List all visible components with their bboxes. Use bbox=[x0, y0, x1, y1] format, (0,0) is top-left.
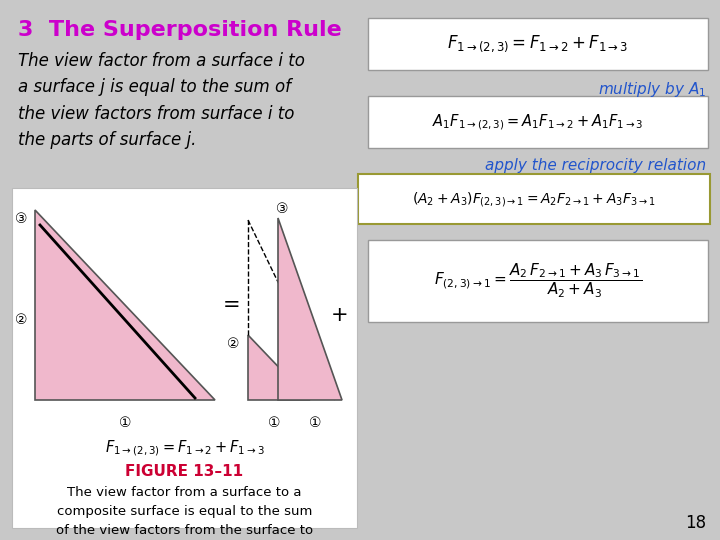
Polygon shape bbox=[278, 218, 342, 400]
Text: ①: ① bbox=[119, 416, 131, 430]
Text: The view factor from a surface to a
composite surface is equal to the sum
of the: The view factor from a surface to a comp… bbox=[56, 486, 313, 540]
Text: +: + bbox=[331, 305, 348, 325]
Bar bbox=[368, 96, 708, 148]
Text: ①: ① bbox=[309, 416, 321, 430]
Text: ①: ① bbox=[268, 416, 280, 430]
Polygon shape bbox=[248, 335, 310, 400]
Text: $F_{(2,3)\rightarrow 1}=\dfrac{A_2\,F_{2\rightarrow 1}+A_3\,F_{3\rightarrow 1}}{: $F_{(2,3)\rightarrow 1}=\dfrac{A_2\,F_{2… bbox=[434, 262, 642, 300]
Text: apply the reciprocity relation: apply the reciprocity relation bbox=[485, 158, 706, 173]
Text: multiply by $A_1$: multiply by $A_1$ bbox=[598, 80, 706, 99]
Polygon shape bbox=[35, 210, 215, 400]
Text: 18: 18 bbox=[685, 514, 706, 532]
Bar bbox=[368, 18, 708, 70]
Bar bbox=[368, 240, 708, 322]
Text: $(A_2+A_3)F_{(2,3)\rightarrow 1}=A_2F_{2\rightarrow 1}+A_3F_{3\rightarrow 1}$: $(A_2+A_3)F_{(2,3)\rightarrow 1}=A_2F_{2… bbox=[412, 190, 656, 208]
Text: ②: ② bbox=[14, 313, 27, 327]
Bar bbox=[358, 174, 710, 224]
Text: $F_{1\rightarrow(2,3)}=F_{1\rightarrow 2}+F_{1\rightarrow 3}$: $F_{1\rightarrow(2,3)}=F_{1\rightarrow 2… bbox=[104, 438, 264, 457]
Text: $F_{1\rightarrow(2,3)}=F_{1\rightarrow 2}+F_{1\rightarrow 3}$: $F_{1\rightarrow(2,3)}=F_{1\rightarrow 2… bbox=[447, 33, 629, 55]
Text: ③: ③ bbox=[276, 202, 289, 216]
Text: FIGURE 13–11: FIGURE 13–11 bbox=[125, 464, 243, 479]
Text: The view factor from a surface i to
a surface j is equal to the sum of
the view : The view factor from a surface i to a su… bbox=[18, 52, 305, 149]
Text: =: = bbox=[223, 295, 240, 315]
Bar bbox=[12, 188, 357, 528]
Text: $A_1F_{1\rightarrow(2,3)}=A_1F_{1\rightarrow 2}+A_1F_{1\rightarrow 3}$: $A_1F_{1\rightarrow(2,3)}=A_1F_{1\righta… bbox=[432, 112, 644, 132]
Text: ③: ③ bbox=[14, 212, 27, 226]
Text: ②: ② bbox=[228, 337, 240, 351]
Text: 3  The Superposition Rule: 3 The Superposition Rule bbox=[18, 20, 342, 40]
